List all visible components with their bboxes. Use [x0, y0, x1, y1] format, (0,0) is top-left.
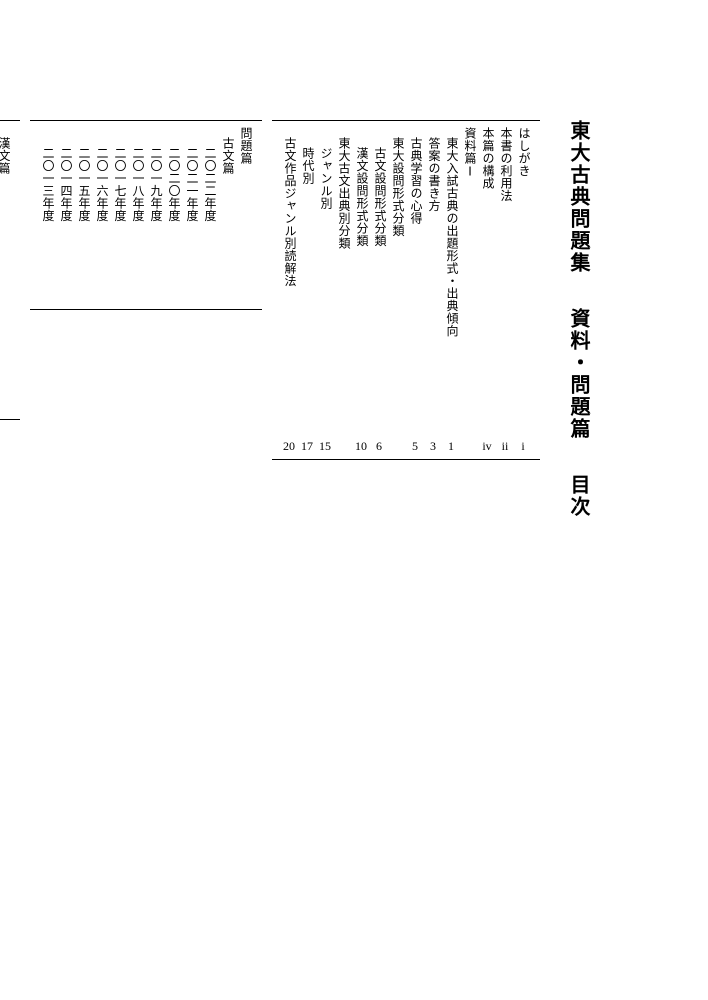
toc-entry-label: 漢文設問形式分類 — [353, 147, 370, 247]
toc-entry-label: 古典学習の心得 — [407, 137, 424, 225]
toc-entry: 二〇一三年度 — [38, 147, 56, 305]
toc-entry-label: 時代別 — [299, 147, 316, 185]
toc-page-number: ii — [496, 438, 514, 455]
toc-entry: 漢文設問形式分類 10 — [352, 147, 370, 455]
toc-entry: 資料篇Ⅰ — [460, 127, 478, 455]
toc-entry: 答案の書き方 3 — [424, 137, 442, 455]
toc-block-3: 漢文篇二〇二二年度二〇二一年度二〇二〇年度二〇一九年度二〇一八年度二〇一七年度二… — [0, 120, 20, 420]
toc-entry: 東大入試古典の出題形式・出典傾向 1 — [442, 137, 460, 455]
toc-entry: 古文設問形式分類 6 — [370, 147, 388, 455]
toc-page-number: 20 — [280, 438, 298, 455]
toc-entry-label: 東大古文出典別分類 — [335, 137, 352, 250]
toc-entry-label: はしがき — [515, 127, 532, 177]
toc-entry-label: 二〇二二年度 — [201, 147, 218, 222]
toc-entry: 古典学習の心得 5 — [406, 137, 424, 455]
toc-entry: 漢文篇 — [0, 137, 12, 415]
toc-page-number: 15 — [316, 438, 334, 455]
toc-entry-label: 二〇一四年度 — [57, 147, 74, 222]
toc-page-number: 1 — [442, 438, 460, 455]
page-title: 東大古典問題集 資料・問題篇 目次 — [568, 120, 588, 880]
toc-entry-label: 本篇の構成 — [479, 127, 496, 190]
toc-entry-label: 二〇二一年度 — [183, 147, 200, 222]
toc-entry-label: 二〇二〇年度 — [165, 147, 182, 222]
toc-entry-label: 二〇一八年度 — [129, 147, 146, 222]
toc-entry-label: 二〇一六年度 — [93, 147, 110, 222]
toc-entry: 東大設問形式分類 — [388, 137, 406, 455]
toc-entry-label: 東大設問形式分類 — [389, 137, 406, 237]
toc-entry-label: 答案の書き方 — [425, 137, 442, 212]
toc-block-1: はしがき i 本書の利用法 ii 本篇の構成 iv 資料篇Ⅰ東大入試古典の出題形式・出典傾向… — [272, 120, 540, 460]
toc-page-number: 3 — [424, 438, 442, 455]
toc-entry-label: 古文作品ジャンル別読解法 — [281, 137, 298, 287]
toc-page-number: 10 — [352, 438, 370, 455]
toc-entry-label: 二〇一五年度 — [75, 147, 92, 222]
toc-entry: 本篇の構成 iv — [478, 127, 496, 455]
toc-entry: 古文篇 — [218, 137, 236, 305]
toc-entry: ジャンル別 15 — [316, 147, 334, 455]
toc-page-number: 6 — [370, 438, 388, 455]
toc-block-2: 問題篇古文篇二〇二二年度二〇二一年度二〇二〇年度二〇一九年度二〇一八年度二〇一七… — [30, 120, 262, 310]
toc-entry: 本書の利用法 ii — [496, 127, 514, 455]
toc-entry: 問題篇 — [236, 127, 254, 305]
title-sub2: 目次 — [567, 474, 589, 518]
toc-entry-label: 二〇一三年度 — [39, 147, 56, 222]
toc-entry-label: 二〇一九年度 — [147, 147, 164, 222]
toc-page: 東大古典問題集 資料・問題篇 目次 はしがき i 本書の利用法 ii 本篇の構成 iv 資料… — [0, 120, 588, 880]
toc-entry: 二〇一四年度 — [56, 147, 74, 305]
toc-entry: 二〇一八年度 — [128, 147, 146, 305]
toc-entry: 二〇一五年度 — [74, 147, 92, 305]
toc-entry: 古文作品ジャンル別読解法 20 — [280, 137, 298, 455]
toc-entry: 時代別 17 — [298, 147, 316, 455]
toc-entry-label: 問題篇 — [237, 127, 254, 165]
toc-entry-label: 古文篇 — [219, 137, 236, 175]
toc-entry: 東大古文出典別分類 — [334, 137, 352, 455]
toc-entry-label: ジャンル別 — [317, 147, 334, 210]
toc-page-number: 5 — [406, 438, 424, 455]
title-sub1: 資料・問題篇 — [567, 308, 589, 440]
toc-entry: 二〇二一年度 — [182, 147, 200, 305]
toc-entry: 二〇一六年度 — [92, 147, 110, 305]
toc-entry-label: 古文設問形式分類 — [371, 147, 388, 247]
toc-entry: 二〇一七年度 — [110, 147, 128, 305]
toc-entry: 二〇一九年度 — [146, 147, 164, 305]
toc-entry: 二〇二二年度 — [200, 147, 218, 305]
toc-entry: 二〇二〇年度 — [164, 147, 182, 305]
toc-entry-label: 資料篇Ⅰ — [461, 127, 478, 179]
toc-entry-label: 本書の利用法 — [497, 127, 514, 202]
toc-page-number: i — [514, 438, 532, 455]
toc-entry-label: 東大入試古典の出題形式・出典傾向 — [443, 137, 460, 337]
toc-entry-label: 漢文篇 — [0, 137, 12, 175]
title-main: 東大古典問題集 — [567, 120, 589, 274]
toc-entry: はしがき i — [514, 127, 532, 455]
toc-entry-label: 二〇一七年度 — [111, 147, 128, 222]
toc-page-number: iv — [478, 438, 496, 455]
toc-page-number: 17 — [298, 438, 316, 455]
